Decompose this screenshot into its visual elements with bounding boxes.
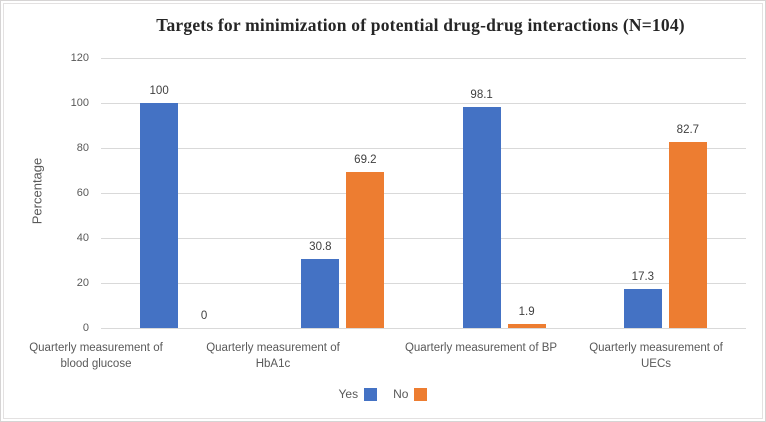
bar-no-1[interactable] <box>346 172 385 328</box>
category-label-1: Quarterly measurement of HbA1c <box>206 342 340 370</box>
y-tick-label-60: 60 <box>76 187 89 199</box>
legend-item-yes[interactable]: Yes <box>339 387 378 401</box>
bar-yes-1[interactable] <box>301 258 340 328</box>
bar-yes-3[interactable] <box>623 289 662 328</box>
y-tick-label-80: 80 <box>76 142 89 154</box>
legend-label-no: No <box>393 387 409 401</box>
gridline-60 <box>101 193 746 194</box>
bar-value-label-no-1: 69.2 <box>354 154 377 167</box>
gridline-80 <box>101 148 746 149</box>
y-tick-label-20: 20 <box>76 277 89 289</box>
bar-value-label-yes-0: 100 <box>149 85 169 97</box>
gridline-40 <box>101 238 746 239</box>
bar-value-label-no-0: 0 <box>200 310 208 322</box>
bar-value-label-yes-3: 17.3 <box>631 271 655 284</box>
bar-value-label-yes-1: 30.8 <box>309 240 332 253</box>
gridline-120 <box>101 58 746 59</box>
category-label-2: Quarterly measurement of BP <box>404 342 558 354</box>
gridline-100 <box>101 103 746 104</box>
bar-value-label-no-2: 1.9 <box>518 305 535 318</box>
bar-value-label-no-3: 82.7 <box>676 123 700 136</box>
chart-title: Targets for minimization of potential dr… <box>156 15 685 35</box>
chart-border <box>3 3 763 419</box>
y-tick-label-100: 100 <box>70 97 89 109</box>
legend: Yes No <box>1 387 765 401</box>
legend-item-no[interactable]: No <box>393 387 428 401</box>
legend-swatch-yes-icon <box>364 387 378 401</box>
category-label-3: Quarterly measurement of UECs <box>589 342 723 370</box>
gridline-20 <box>101 283 746 284</box>
legend-label-yes: Yes <box>338 387 359 401</box>
bar-yes-0[interactable] <box>140 103 179 328</box>
y-tick-label-40: 40 <box>76 232 89 244</box>
bar-yes-2[interactable] <box>462 107 501 328</box>
gridline-0 <box>101 328 746 329</box>
bar-value-label-yes-2: 98.1 <box>470 89 493 102</box>
category-label-0: Quarterly measurement of blood glucose <box>29 342 163 370</box>
bar-no-3[interactable] <box>668 141 707 328</box>
bar-no-2[interactable] <box>507 323 546 328</box>
plot-area: 100 30.8 98.1 17.3 0 69.2 1.9 82.7 <box>101 58 746 329</box>
y-tick-label-120: 120 <box>70 52 89 64</box>
y-tick-label-0: 0 <box>82 322 89 334</box>
legend-swatch-no-icon <box>414 387 428 401</box>
